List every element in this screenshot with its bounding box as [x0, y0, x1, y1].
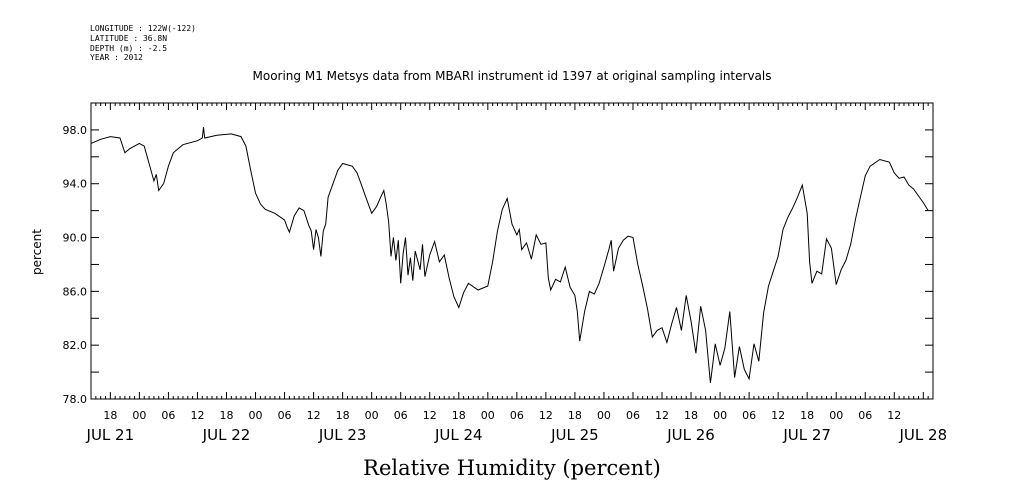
x-tick-label: 12	[423, 409, 437, 422]
x-tick-label: 12	[887, 409, 901, 422]
x-tick-label: 12	[539, 409, 553, 422]
year-label: YEAR : 2012	[90, 53, 143, 62]
x-tick-label: 06	[858, 409, 872, 422]
longitude-label: LONGITUDE : 122W(-122)	[90, 24, 196, 33]
x-tick-label: 06	[626, 409, 640, 422]
x-day-label: JUL 21	[86, 426, 135, 444]
x-tick-label: 12	[190, 409, 204, 422]
y-tick-label: 78.0	[63, 393, 88, 406]
axis-ticks	[90, 102, 934, 400]
x-tick-label: 06	[742, 409, 756, 422]
x-tick-label: 00	[365, 409, 379, 422]
y-axis-label: percent	[30, 229, 44, 275]
x-tick-label: 00	[481, 409, 495, 422]
x-day-label: JUL 26	[666, 426, 715, 444]
x-tick-label: 12	[307, 409, 321, 422]
x-tick-label: 18	[219, 409, 233, 422]
y-tick-label: 90.0	[63, 232, 88, 245]
x-tick-label: 00	[249, 409, 263, 422]
x-tick-labels: 18 00 06 12 18 00 06 12 18 00 06 12 18 00 06 12 18 00 06 12…	[103, 409, 901, 422]
x-day-label: JUL 25	[550, 426, 599, 444]
x-day-label: JUL 24	[434, 426, 483, 444]
x-tick-label: 18	[336, 409, 350, 422]
x-day-label: JUL 22	[202, 426, 251, 444]
x-tick-label: 12	[655, 409, 669, 422]
x-tick-label: 12	[771, 409, 785, 422]
x-day-labels: JUL 21 JUL 22 JUL 23 JUL 24 JUL 25 JUL 26 JUL …	[86, 426, 948, 444]
x-tick-label: 00	[713, 409, 727, 422]
x-tick-label: 06	[161, 409, 175, 422]
x-tick-label: 00	[132, 409, 146, 422]
x-day-label: JUL 28	[899, 426, 948, 444]
x-day-label: JUL 27	[782, 426, 831, 444]
y-tick-label: 94.0	[63, 178, 88, 191]
plot-frame	[90, 102, 934, 400]
x-tick-label: 06	[278, 409, 292, 422]
depth-label: DEPTH (m) : -2.5	[90, 44, 167, 53]
chart-title: Mooring M1 Metsys data from MBARI instru…	[253, 69, 772, 83]
x-tick-label: 06	[394, 409, 408, 422]
x-tick-label: 18	[800, 409, 814, 422]
x-axis-label: Relative Humidity (percent)	[363, 456, 661, 480]
x-tick-label: 00	[597, 409, 611, 422]
x-tick-label: 18	[568, 409, 582, 422]
x-day-label: JUL 23	[318, 426, 367, 444]
x-tick-label: 06	[510, 409, 524, 422]
x-tick-label: 00	[829, 409, 843, 422]
x-tick-label: 18	[103, 409, 117, 422]
latitude-label: LATITUDE : 36.8N	[90, 34, 167, 43]
x-tick-label: 18	[684, 409, 698, 422]
metadata-block: LONGITUDE : 122W(-122) LATITUDE : 36.8N …	[90, 24, 196, 62]
x-tick-label: 18	[452, 409, 466, 422]
series-line	[90, 127, 929, 383]
y-tick-label: 98.0	[63, 124, 88, 137]
y-tick-labels: 78.0 82.0 86.0 90.0 94.0 98.0	[63, 124, 88, 406]
y-tick-label: 86.0	[63, 285, 88, 298]
y-tick-label: 82.0	[63, 339, 88, 352]
